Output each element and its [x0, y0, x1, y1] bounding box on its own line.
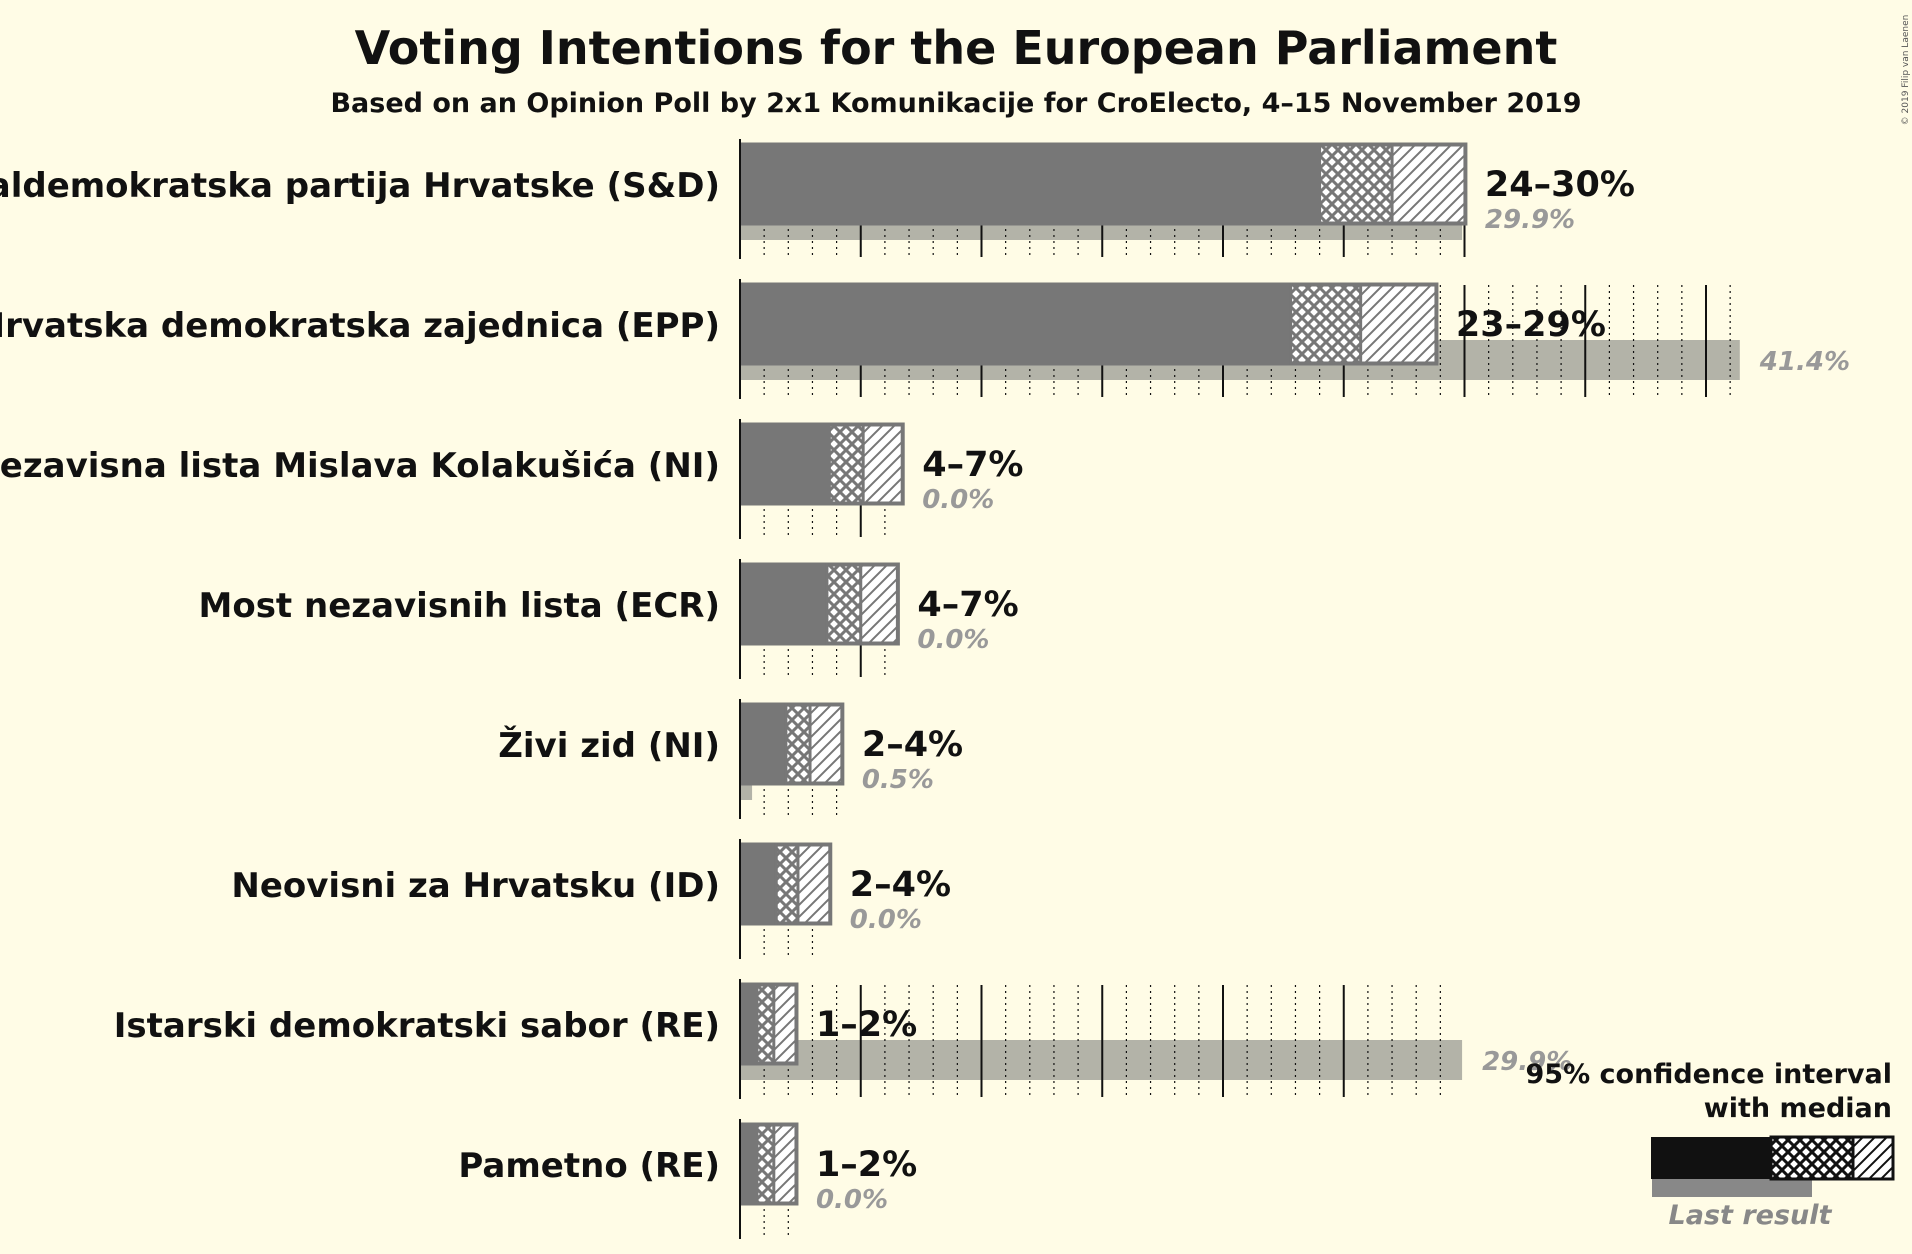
last-result-label: 41.4% — [1759, 347, 1850, 377]
ci-range-label: 23–29% — [1456, 305, 1606, 345]
ci-outline — [739, 282, 1439, 366]
ci-outline — [739, 142, 1468, 226]
party-row: Hrvatska demokratska zajednica (EPP) 23–2… — [0, 279, 1850, 399]
legend-last-result-label: Last result — [1669, 1200, 1833, 1231]
legend: 95% confidence interval with median Last… — [1526, 1059, 1895, 1231]
ci-outline — [739, 562, 900, 646]
ci-solid-bar — [740, 563, 827, 645]
party-label: Neovisni za Hrvatsku (ID) — [231, 866, 720, 906]
party-label: Socijaldemokratska partija Hrvatske (S&D… — [0, 166, 720, 206]
ci-solid-bar — [740, 143, 1320, 225]
last-result-label: 0.0% — [917, 625, 989, 655]
last-result-label: 29.9% — [1482, 1047, 1572, 1077]
party-label: Most nezavisnih lista (ECR) — [199, 586, 721, 626]
ci-hatch-segment — [810, 703, 844, 785]
party-row: Pametno (RE) 1–2%0.0% — [458, 1119, 917, 1239]
ci-crosshatch-segment — [1290, 283, 1361, 365]
ci-crosshatch-segment — [756, 1123, 774, 1205]
copyright-note: © 2019 Filip van Laenen — [1901, 15, 1911, 126]
ci-hatch-segment — [773, 983, 798, 1065]
ci-outline — [739, 422, 905, 506]
ci-solid-bar — [740, 983, 757, 1065]
ci-crosshatch-segment — [776, 843, 798, 925]
chart-subtitle: Based on an Opinion Poll by 2x1 Komunika… — [330, 88, 1581, 119]
legend-ci-line1: 95% confidence interval — [1526, 1059, 1892, 1090]
ci-range-label: 1–2% — [816, 1005, 917, 1045]
ci-hatch-segment — [773, 1123, 798, 1205]
ci-solid-bar — [740, 1123, 757, 1205]
ci-range-label: 2–4% — [850, 865, 951, 905]
ci-range-label: 24–30% — [1485, 165, 1635, 205]
ci-hatch-segment — [797, 843, 832, 925]
party-row: Neovisni za Hrvatsku (ID) 2–4%0.0% — [231, 839, 951, 959]
ci-solid-bar — [740, 703, 786, 785]
last-result-label: 29.9% — [1485, 205, 1575, 235]
legend-ci-solid-swatch — [1651, 1137, 1771, 1179]
party-label: Istarski demokratski sabor (RE) — [114, 1006, 720, 1046]
last-result-label: 0.0% — [816, 1185, 888, 1215]
ci-solid-bar — [740, 843, 777, 925]
ci-crosshatch-segment — [826, 563, 861, 645]
last-result-label: 0.5% — [862, 765, 934, 795]
ci-hatch-segment — [863, 423, 905, 505]
party-row: Most nezavisnih lista (ECR) 4–7%0.0% — [199, 559, 1019, 679]
last-result-label: 0.0% — [922, 485, 994, 515]
ci-solid-bar — [740, 423, 830, 505]
legend-ci-line2: with median — [1704, 1093, 1892, 1124]
party-label: Pametno (RE) — [458, 1146, 720, 1186]
ci-outline — [739, 1122, 799, 1206]
ci-crosshatch-segment — [785, 703, 811, 785]
legend-ci-crosshatch-swatch — [1769, 1135, 1855, 1181]
party-row: Socijaldemokratska partija Hrvatske (S&D… — [0, 139, 1635, 259]
ci-range-label: 4–7% — [917, 585, 1018, 625]
ci-range-label: 2–4% — [862, 725, 963, 765]
ci-hatch-segment — [1392, 143, 1467, 225]
party-label: Nezavisna lista Mislava Kolakušića (NI) — [0, 446, 720, 486]
ci-outline — [739, 702, 845, 786]
ci-hatch-segment — [1360, 283, 1438, 365]
party-row: Nezavisna lista Mislava Kolakušića (NI) 4… — [0, 419, 1024, 539]
party-row: Živi zid (NI) 2–4%0.5% — [498, 699, 963, 819]
legend-ci-hatch-swatch — [1851, 1135, 1895, 1181]
ci-hatch-segment — [860, 563, 900, 645]
ci-solid-bar — [740, 283, 1291, 365]
last-result-bar — [740, 1040, 1463, 1080]
party-label: Živi zid (NI) — [498, 725, 720, 766]
ci-range-label: 1–2% — [816, 1145, 917, 1185]
party-row: Istarski demokratski sabor (RE) 1–2% 29.9% — [114, 979, 1572, 1099]
last-result-label: 0.0% — [850, 905, 922, 935]
ci-crosshatch-segment — [1319, 143, 1393, 225]
legend-last-result-swatch — [1652, 1177, 1812, 1197]
ci-range-label: 4–7% — [922, 445, 1023, 485]
chart-rows: Socijaldemokratska partija Hrvatske (S&D… — [0, 139, 1850, 1239]
ci-crosshatch-segment — [829, 423, 864, 505]
party-label: Hrvatska demokratska zajednica (EPP) — [0, 306, 720, 346]
ci-outline — [739, 842, 833, 926]
chart-title: Voting Intentions for the European Parli… — [355, 21, 1558, 75]
ci-outline — [739, 982, 799, 1066]
ci-crosshatch-segment — [756, 983, 774, 1065]
